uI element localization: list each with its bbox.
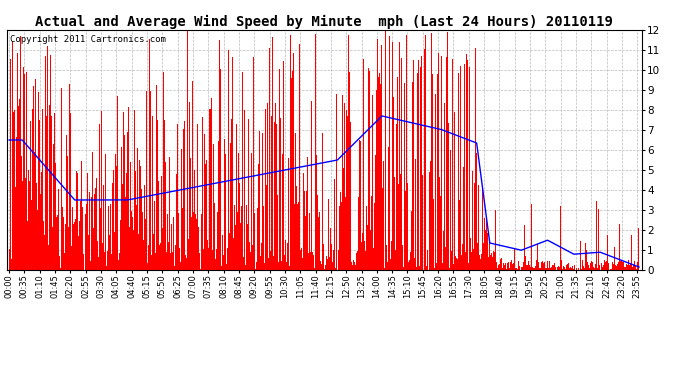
Title: Actual and Average Wind Speed by Minute  mph (Last 24 Hours) 20110119: Actual and Average Wind Speed by Minute …	[35, 15, 613, 29]
Text: Copyright 2011 Cartronics.com: Copyright 2011 Cartronics.com	[10, 35, 166, 44]
